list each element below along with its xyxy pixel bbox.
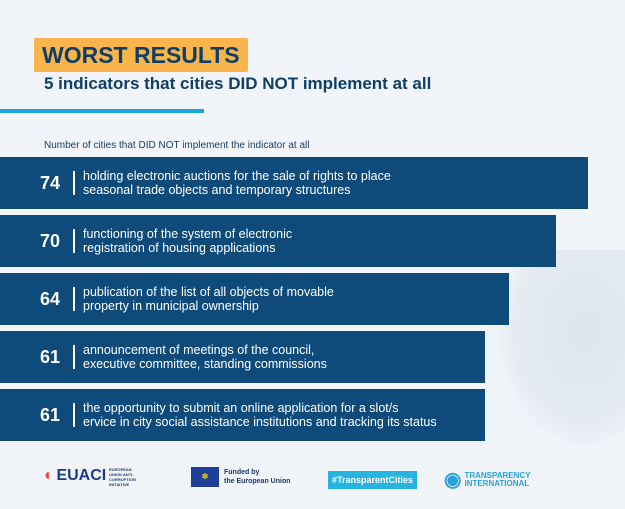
bar: 61 announcement of meetings of the counci… — [0, 331, 485, 383]
separator — [73, 171, 75, 195]
euaci-subtext: EUROPEAN UNION ANTI-CORRUPTION INITIATIV… — [109, 467, 136, 488]
eu-logo: ✲ Funded by the European Union — [191, 467, 291, 487]
separator — [73, 287, 75, 311]
bar-category-label: publication of the list of all objects o… — [83, 285, 334, 313]
bar-category-label: functioning of the system of electronic … — [83, 227, 293, 255]
accent-divider — [0, 109, 204, 113]
eu-flag-icon: ✲ — [191, 467, 219, 487]
ti-logo: ◉ TRANSPARENCY INTERNATIONAL — [444, 467, 531, 492]
bar-category-label: holding electronic auctions for the sale… — [83, 169, 391, 197]
bar-category-label: the opportunity to submit an online appl… — [83, 401, 437, 429]
title-badge: WORST RESULTS — [34, 38, 248, 72]
separator — [73, 345, 75, 369]
page-title: WORST RESULTS — [42, 42, 240, 68]
euaci-text: EUACI — [56, 467, 107, 484]
bar-category-label: announcement of meetings of the council,… — [83, 343, 327, 371]
ti-text: TRANSPARENCY INTERNATIONAL — [464, 470, 531, 488]
ti-globe-icon: ◉ — [444, 469, 462, 491]
bar: 64 publication of the list of all objects… — [0, 273, 509, 325]
bar-value-label: 64 — [40, 289, 61, 309]
transparent-cities-logo: #TransparentCities — [328, 471, 418, 489]
page-subtitle: 5 indicators that cities DID NOT impleme… — [44, 74, 432, 93]
bar: 74 holding electronic auctions for the sa… — [0, 157, 588, 209]
bar-value-label: 61 — [40, 347, 61, 367]
tree-silhouette-decoration — [495, 250, 625, 450]
footer-logos: ◐ EUACI EUROPEAN UNION ANTI-CORRUPTION I… — [0, 455, 625, 509]
bar-value-label: 61 — [40, 405, 61, 425]
euaci-emblem-icon: ◐ — [44, 467, 54, 484]
bar-value-label: 74 — [40, 173, 61, 193]
axis-label: Number of cities that DID NOT implement … — [44, 140, 310, 151]
euaci-logo: ◐ EUACI EUROPEAN UNION ANTI-CORRUPTION I… — [44, 467, 145, 487]
bar-value-label: 70 — [40, 231, 61, 251]
bar: 70 functioning of the system of electroni… — [0, 215, 556, 267]
eu-text: Funded by the European Union — [224, 469, 291, 485]
separator — [73, 229, 75, 253]
separator — [73, 403, 75, 427]
bar: 61 the opportunity to submit an online ap… — [0, 389, 485, 441]
